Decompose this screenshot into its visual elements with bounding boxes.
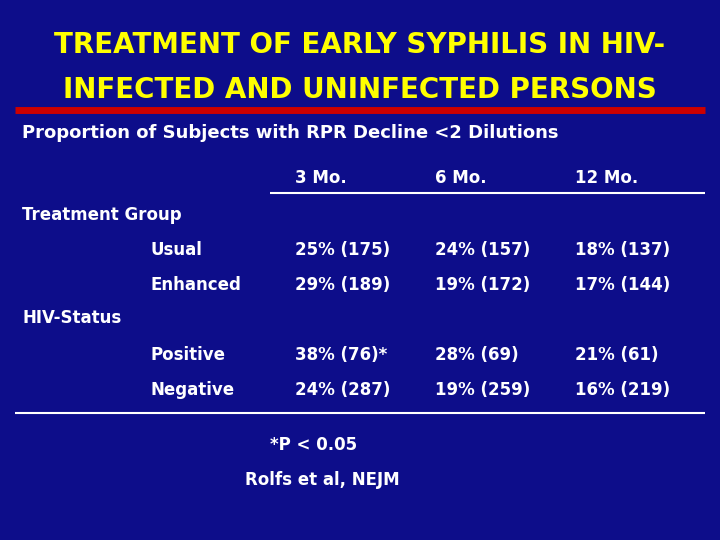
Text: Enhanced: Enhanced	[150, 276, 241, 294]
Text: Rolfs et al, NEJM: Rolfs et al, NEJM	[245, 471, 400, 489]
Text: 19% (259): 19% (259)	[435, 381, 530, 399]
Text: Positive: Positive	[150, 346, 225, 364]
Text: 18% (137): 18% (137)	[575, 241, 670, 259]
Text: Negative: Negative	[150, 381, 234, 399]
Text: 25% (175): 25% (175)	[295, 241, 390, 259]
Text: 28% (69): 28% (69)	[435, 346, 518, 364]
Text: Usual: Usual	[150, 241, 202, 259]
Text: 24% (287): 24% (287)	[295, 381, 390, 399]
Text: 38% (76)*: 38% (76)*	[295, 346, 387, 364]
Text: 3 Mo.: 3 Mo.	[295, 169, 347, 187]
Text: 19% (172): 19% (172)	[435, 276, 530, 294]
Text: 29% (189): 29% (189)	[295, 276, 390, 294]
Text: 24% (157): 24% (157)	[435, 241, 530, 259]
Text: TREATMENT OF EARLY SYPHILIS IN HIV-: TREATMENT OF EARLY SYPHILIS IN HIV-	[55, 31, 665, 59]
Text: *P < 0.05: *P < 0.05	[270, 436, 357, 454]
Text: Proportion of Subjects with RPR Decline <2 Dilutions: Proportion of Subjects with RPR Decline …	[22, 124, 559, 142]
Text: 17% (144): 17% (144)	[575, 276, 670, 294]
Text: INFECTED AND UNINFECTED PERSONS: INFECTED AND UNINFECTED PERSONS	[63, 76, 657, 104]
Text: 21% (61): 21% (61)	[575, 346, 659, 364]
Text: 16% (219): 16% (219)	[575, 381, 670, 399]
Text: HIV-Status: HIV-Status	[22, 309, 121, 327]
Text: 12 Mo.: 12 Mo.	[575, 169, 638, 187]
Text: Treatment Group: Treatment Group	[22, 206, 181, 224]
Text: 6 Mo.: 6 Mo.	[435, 169, 487, 187]
